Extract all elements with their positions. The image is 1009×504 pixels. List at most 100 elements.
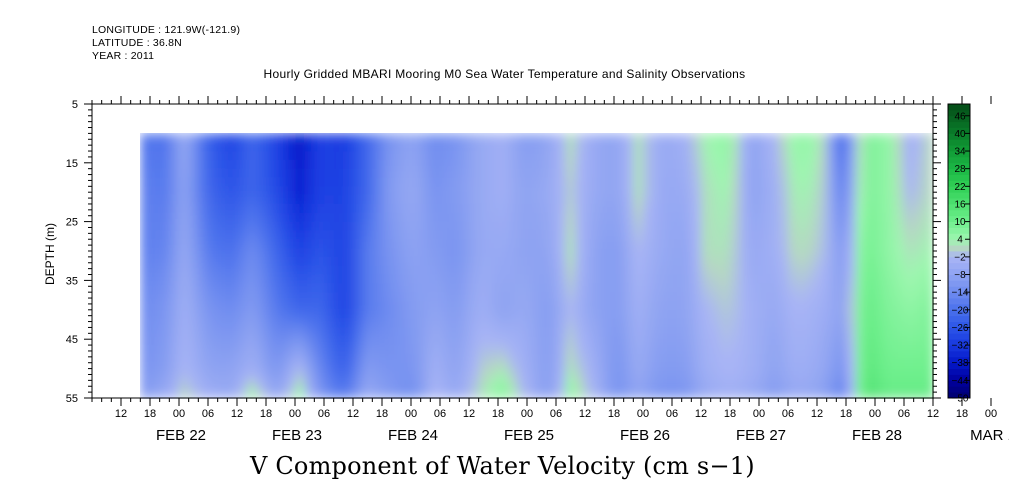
heatmap-cell — [314, 300, 325, 311]
heatmap-cell — [411, 256, 422, 267]
heatmap-cell — [188, 221, 199, 232]
heatmap-cell — [759, 327, 770, 337]
heatmap-cell — [391, 256, 402, 267]
heatmap-cell — [527, 283, 538, 293]
heatmap-cell — [401, 327, 412, 337]
heatmap-cell — [788, 212, 799, 223]
heatmap-cell — [198, 133, 209, 143]
heatmap-cell — [788, 159, 799, 170]
heatmap-cell — [585, 362, 596, 373]
heatmap-cell — [884, 318, 895, 329]
heatmap-cell — [382, 248, 393, 258]
heatmap-cell — [372, 168, 383, 179]
heatmap-cell — [314, 239, 325, 249]
heatmap-cell — [372, 327, 383, 337]
heatmap-cell — [227, 265, 238, 276]
heatmap-cell — [633, 212, 644, 223]
heatmap-cell — [836, 212, 847, 223]
heatmap-cell — [691, 345, 702, 355]
heatmap-cell — [469, 371, 480, 381]
heatmap-cell — [594, 168, 605, 179]
heatmap-cell — [391, 345, 402, 355]
heatmap-cell — [333, 177, 344, 187]
heatmap-cell — [295, 248, 306, 258]
heatmap-cell — [140, 142, 151, 152]
heatmap-cell — [904, 151, 915, 161]
heatmap-cell — [401, 186, 412, 196]
heatmap-cell — [923, 362, 934, 373]
heatmap-cell — [652, 248, 663, 258]
heatmap-cell — [449, 327, 460, 337]
heatmap-cell — [633, 336, 644, 346]
heatmap-cell — [855, 256, 866, 267]
heatmap-cell — [836, 177, 847, 187]
heatmap-cell — [498, 195, 509, 205]
heatmap-cell — [391, 380, 402, 390]
heatmap-cell — [923, 256, 934, 267]
heatmap-cell — [739, 353, 750, 364]
heatmap-cell — [565, 300, 576, 311]
heatmap-cell — [246, 248, 257, 258]
heatmap-cell — [672, 345, 683, 355]
heatmap-cell — [730, 353, 741, 364]
heatmap-cell — [768, 309, 779, 320]
heatmap-cell — [440, 151, 451, 161]
heatmap-cell — [807, 371, 818, 381]
heatmap-cell — [343, 195, 354, 205]
heatmap-cell — [256, 300, 267, 311]
heatmap-cell — [807, 353, 818, 364]
heatmap-cell — [179, 195, 190, 205]
heatmap-cell — [604, 309, 615, 320]
heatmap-cell — [198, 300, 209, 311]
heatmap-cell — [343, 212, 354, 223]
heatmap-cell — [556, 318, 567, 329]
heatmap-cell — [285, 133, 296, 143]
heatmap-cell — [324, 292, 335, 302]
heatmap-cell — [797, 318, 808, 329]
heatmap-cell — [768, 283, 779, 293]
heatmap-cell — [768, 345, 779, 355]
heatmap-cell — [304, 345, 315, 355]
heatmap-cell — [459, 345, 470, 355]
heatmap-cell — [498, 142, 509, 152]
heatmap-cell — [778, 159, 789, 170]
colorbar-swatch — [948, 315, 970, 322]
heatmap-cell — [884, 221, 895, 232]
heatmap-cell — [556, 256, 567, 267]
heatmap-cell — [575, 292, 586, 302]
heatmap-cell — [362, 265, 373, 276]
heatmap-cell — [372, 336, 383, 346]
heatmap-cell — [817, 380, 828, 390]
heatmap-cell — [333, 274, 344, 284]
heatmap-cell — [710, 159, 721, 170]
heatmap-cell — [826, 168, 837, 179]
heatmap-cell — [295, 318, 306, 329]
heatmap-cell — [875, 221, 886, 232]
heatmap-cell — [362, 380, 373, 390]
heatmap-cell — [295, 292, 306, 302]
heatmap-cell — [140, 239, 151, 249]
heatmap-cell — [159, 380, 170, 390]
axes: 12 18 00 06 12 18 00 06 12 18 00 06 12 18 00 06 12 18 00 06… — [66, 96, 1009, 444]
heatmap-cell — [179, 133, 190, 143]
heatmap-cell — [855, 353, 866, 364]
heatmap-cell — [652, 265, 663, 276]
heatmap-cell — [478, 309, 489, 320]
heatmap-cell — [817, 256, 828, 267]
heatmap-cell — [710, 177, 721, 187]
heatmap-cell — [382, 371, 393, 381]
heatmap-cell — [430, 133, 441, 143]
heatmap-cell — [720, 133, 731, 143]
heatmap-cell — [304, 265, 315, 276]
heatmap-cell — [739, 389, 750, 399]
heatmap-cell — [836, 248, 847, 258]
heatmap-cell — [507, 336, 518, 346]
heatmap-cell — [565, 248, 576, 258]
heatmap-cell — [585, 336, 596, 346]
heatmap-cell — [440, 380, 451, 390]
x-tick-label: 06 — [782, 408, 794, 420]
colorbar-swatch — [948, 374, 970, 381]
heatmap-cell — [720, 159, 731, 170]
heatmap-cell — [237, 371, 248, 381]
colorbar-swatch — [948, 127, 970, 134]
